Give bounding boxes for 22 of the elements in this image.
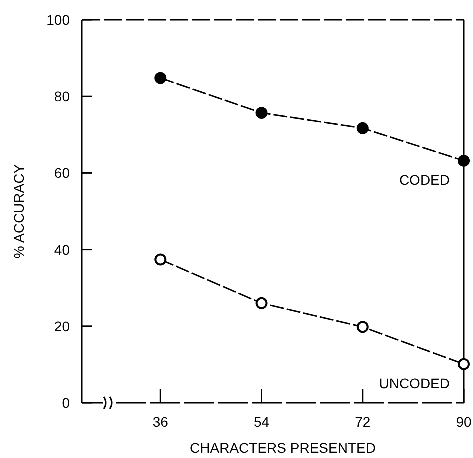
point — [256, 297, 268, 310]
point — [458, 358, 470, 370]
series-label: CODED — [399, 172, 450, 188]
y-tick-label: 100 — [46, 12, 70, 28]
x-tick-label: 54 — [254, 414, 270, 430]
x-tick-label: 90 — [456, 414, 472, 430]
y-tick-label: 80 — [54, 88, 70, 105]
y-tick-label: 60 — [54, 165, 70, 182]
point — [356, 321, 369, 334]
point — [154, 254, 167, 266]
series-label: UNCODED — [379, 375, 450, 392]
x-axis-title: CHARACTERS PRESENTED — [190, 440, 376, 456]
point — [356, 122, 369, 134]
point — [256, 107, 268, 120]
x-tick-label: 36 — [152, 414, 169, 430]
y-tick-label: 40 — [54, 242, 70, 258]
y-axis-title: % ACCURACY — [11, 164, 27, 259]
y-tick-label: 0 — [62, 395, 70, 411]
point — [154, 72, 167, 84]
y-tick-label: 20 — [54, 318, 70, 334]
x-tick-label: 72 — [355, 414, 371, 430]
point — [458, 154, 470, 167]
